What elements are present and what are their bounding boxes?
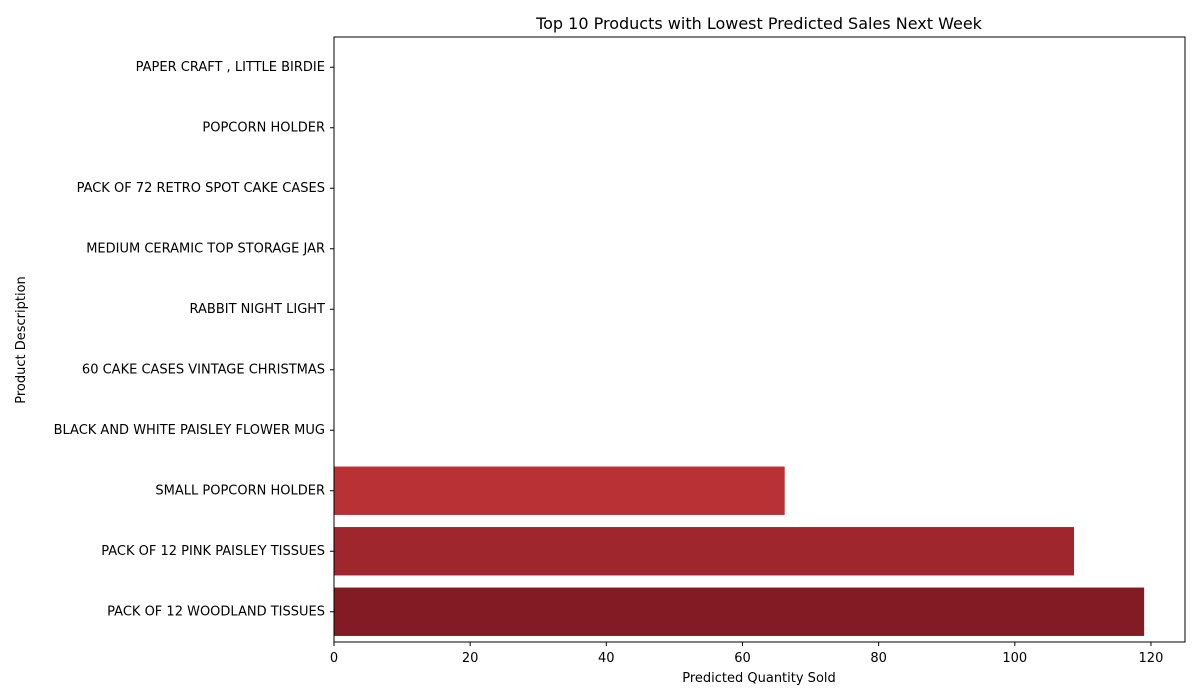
y-tick-label: POPCORN HOLDER [202,120,325,135]
y-axis-label: Product Description [14,276,29,404]
chart-title: Top 10 Products with Lowest Predicted Sa… [535,14,983,33]
bar [334,466,785,515]
y-tick-label: 60 CAKE CASES VINTAGE CHRISTMAS [82,362,325,377]
y-tick-label: SMALL POPCORN HOLDER [155,483,325,498]
y-tick-label: MEDIUM CERAMIC TOP STORAGE JAR [86,241,325,256]
x-tick-label: 100 [1002,651,1027,666]
x-axis-label: Predicted Quantity Sold [682,671,836,686]
x-tick-label: 120 [1139,651,1164,666]
x-axis-ticks: 0 20 40 60 80 100 120 [330,642,1164,666]
y-axis-categories: PAPER CRAFT , LITTLE BIRDIE POPCORN HOLDE… [54,60,334,619]
y-tick-label: PACK OF 72 RETRO SPOT CAKE CASES [77,181,325,196]
y-tick-label: RABBIT NIGHT LIGHT [190,302,326,317]
y-tick-label: BLACK AND WHITE PAISLEY FLOWER MUG [54,423,325,438]
x-tick-label: 80 [870,651,887,666]
x-tick-label: 40 [598,651,615,666]
x-tick-label: 60 [734,651,751,666]
plot-frame [333,36,1186,643]
bars-group [334,466,1145,636]
bar [334,527,1075,576]
x-tick-label: 0 [330,651,338,666]
y-tick-label: PAPER CRAFT , LITTLE BIRDIE [136,60,325,75]
bar [334,587,1145,636]
y-tick-label: PACK OF 12 WOODLAND TISSUES [107,604,325,619]
y-tick-label: PACK OF 12 PINK PAISLEY TISSUES [101,544,325,559]
x-tick-label: 20 [462,651,479,666]
